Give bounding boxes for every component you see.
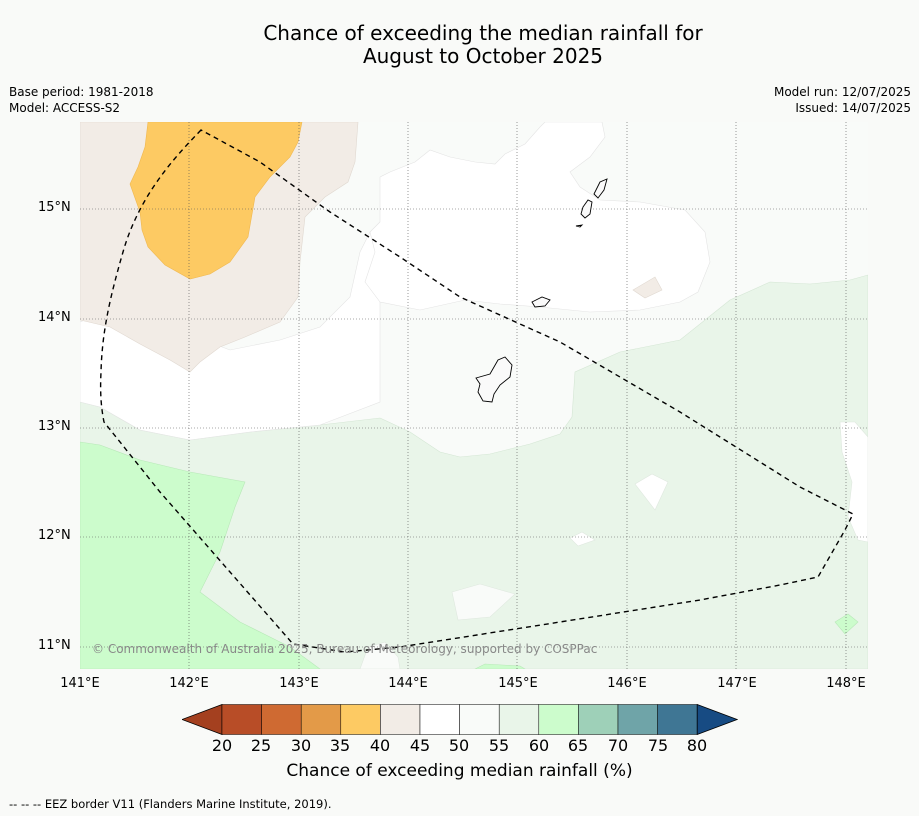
lon-label-144e: 144°E (388, 676, 428, 691)
meta-left: Base period: 1981-2018 Model: ACCESS-S2 (9, 84, 154, 116)
region-50-55-spot-1 (634, 473, 669, 511)
eez-footnote: -- -- -- EEZ border V11 (Flanders Marine… (9, 797, 332, 811)
region-60-65 (80, 441, 321, 669)
island-rota (531, 296, 551, 308)
cb-tick-75: 75 (647, 736, 669, 755)
cb-tick-70: 70 (607, 736, 629, 755)
lon-label-147e: 147°E (717, 676, 757, 691)
colorbar-extend-high (696, 704, 738, 735)
colorbar-segment (538, 704, 579, 735)
colorbar-segment (617, 704, 658, 735)
meta-right: Model run: 12/07/2025 Issued: 14/07/2025 (774, 84, 911, 116)
issued-date: Issued: 14/07/2025 (795, 101, 911, 115)
map-panel (80, 122, 868, 669)
island-aguijan (575, 224, 584, 228)
title-line-1: Chance of exceeding the median rainfall … (263, 21, 703, 45)
lon-label-143e: 143°E (279, 676, 319, 691)
colorbar-segment (261, 704, 302, 735)
cb-tick-45: 45 (409, 736, 431, 755)
region-50-55-spot-3 (569, 531, 596, 547)
cb-tick-50: 50 (448, 736, 470, 755)
lon-label-142e: 142°E (169, 676, 209, 691)
region-50-55-spot-2 (451, 583, 516, 621)
cb-tick-30: 30 (290, 736, 312, 755)
colorbar-segment (300, 704, 342, 735)
colorbar-segment (340, 704, 381, 735)
colorbar-segment (498, 704, 540, 735)
cb-tick-20: 20 (211, 736, 233, 755)
colorbar-title: Chance of exceeding median rainfall (%) (286, 761, 633, 781)
colorbar-segment (419, 704, 460, 735)
island-saipan (593, 178, 608, 199)
lat-label-14n: 14°N (38, 310, 71, 325)
colorbar-segment (459, 704, 500, 735)
colorbar (182, 704, 738, 735)
region-40-45-spot (632, 276, 663, 299)
colorbar-segment (221, 704, 262, 735)
region-60-65-spot-south (474, 663, 526, 669)
cb-tick-40: 40 (369, 736, 391, 755)
base-period: Base period: 1981-2018 (9, 85, 154, 99)
cb-tick-55: 55 (488, 736, 510, 755)
colorbar-segment (657, 704, 698, 735)
title-line-2: August to October 2025 (362, 44, 604, 68)
model-name: Model: ACCESS-S2 (9, 101, 121, 115)
graticule (80, 122, 868, 669)
region-35-40 (129, 122, 303, 280)
model-run: Model run: 12/07/2025 (773, 85, 911, 99)
island-guam (475, 356, 513, 403)
lon-label-145e: 145°E (498, 676, 538, 691)
lat-label-12n: 12°N (38, 528, 71, 543)
lat-label-15n: 15°N (38, 200, 71, 215)
cb-tick-65: 65 (567, 736, 589, 755)
region-50-55-spot-4 (839, 421, 868, 543)
islands (475, 178, 608, 403)
cb-tick-60: 60 (528, 736, 550, 755)
island-tinian (580, 199, 593, 219)
copyright-note: © Commonwealth of Australia 2025, Bureau… (92, 642, 598, 656)
map-title: Chance of exceeding the median rainfall … (0, 22, 919, 68)
colorbar-extend-low (182, 704, 223, 735)
cb-tick-25: 25 (250, 736, 272, 755)
lon-label-146e: 146°E (607, 676, 647, 691)
lon-label-141e: 141°E (60, 676, 100, 691)
region-60-65-spot (834, 613, 859, 635)
colorbar-segment (578, 704, 619, 735)
lat-label-13n: 13°N (38, 419, 71, 434)
lon-label-148e: 148°E (826, 676, 866, 691)
lat-label-11n: 11°N (38, 638, 71, 653)
colorbar-segment (380, 704, 421, 735)
cb-tick-80: 80 (686, 736, 708, 755)
cb-tick-35: 35 (329, 736, 351, 755)
